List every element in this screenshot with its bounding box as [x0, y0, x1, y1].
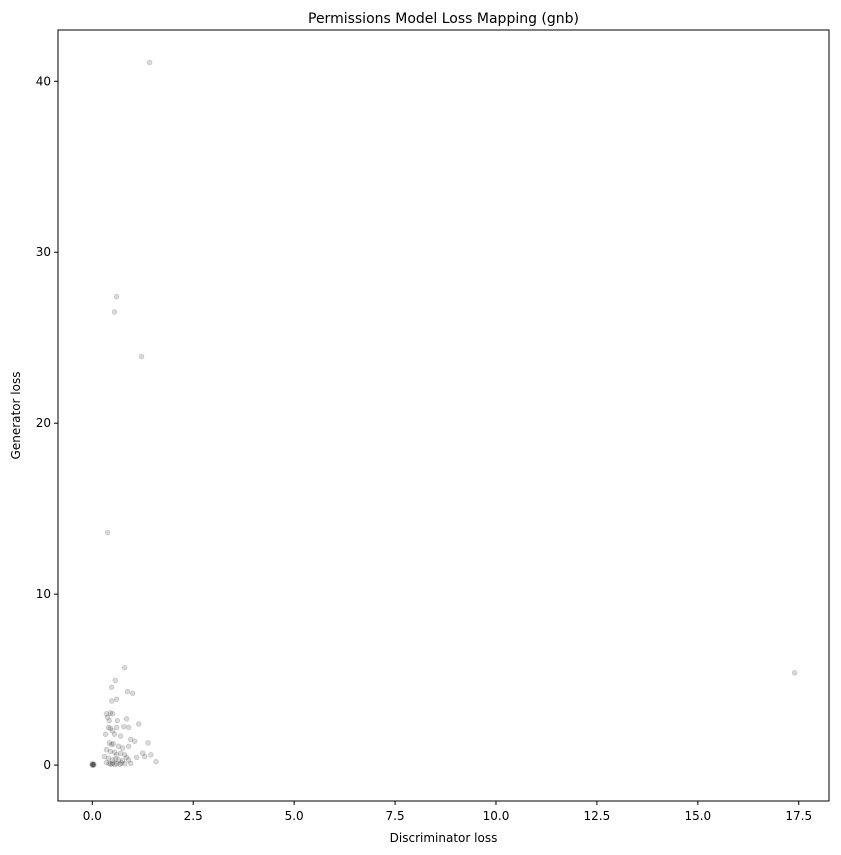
data-point-72 [89, 760, 96, 767]
data-point-5 [791, 669, 798, 676]
data-point-47 [148, 752, 154, 758]
y-tick-label-1: 10 [36, 587, 51, 601]
data-point-18 [114, 717, 121, 724]
y-axis-label: Generator loss [9, 372, 23, 460]
data-point-26 [125, 724, 132, 731]
data-point-62 [111, 761, 118, 768]
data-point-40 [107, 748, 114, 755]
y-tick-label-3: 30 [36, 245, 51, 259]
x-axis: 0.0 2.5 5.0 7.5 10.0 12.5 15.0 17.5 [83, 801, 812, 823]
data-point-64 [116, 761, 123, 768]
data-point-50 [105, 755, 112, 762]
data-point-69 [89, 761, 96, 768]
data-point-61 [109, 760, 116, 767]
data-point-13 [103, 711, 110, 717]
data-point-33 [108, 741, 115, 748]
data-point-0 [146, 59, 153, 66]
data-point-44 [121, 752, 128, 758]
x-axis-label: Discriminator loss [390, 831, 498, 845]
data-point-6 [121, 664, 128, 671]
data-point-53 [115, 757, 122, 763]
data-point-12 [108, 698, 115, 704]
data-point-39 [103, 746, 110, 753]
data-point-8 [108, 684, 115, 691]
data-point-23 [109, 728, 116, 734]
points-layer [89, 59, 798, 768]
data-point-68 [89, 762, 96, 768]
data-point-55 [125, 757, 132, 763]
data-point-25 [121, 723, 127, 730]
data-point-29 [117, 733, 124, 739]
data-point-20 [135, 721, 142, 727]
data-point-52 [112, 756, 119, 762]
x-tick-label-1: 2.5 [184, 809, 203, 823]
data-point-66 [121, 760, 128, 767]
data-point-21 [105, 724, 112, 731]
data-point-19 [123, 716, 130, 722]
y-tick-label-4: 40 [36, 74, 51, 88]
data-point-1 [113, 293, 120, 300]
data-point-7 [112, 677, 119, 684]
data-point-36 [119, 745, 126, 751]
data-point-27 [102, 731, 109, 738]
data-point-54 [119, 758, 126, 764]
y-tick-label-0: 0 [43, 758, 51, 772]
data-point-30 [127, 736, 134, 743]
data-point-22 [107, 725, 114, 732]
data-point-24 [113, 724, 120, 731]
data-point-57 [153, 758, 159, 765]
data-point-11 [113, 696, 120, 703]
data-point-9 [124, 688, 131, 695]
data-point-49 [101, 753, 108, 760]
data-point-67 [127, 760, 134, 767]
x-tick-label-2: 5.0 [285, 809, 304, 823]
data-point-58 [103, 759, 110, 766]
data-point-34 [110, 740, 117, 747]
data-point-70 [90, 761, 96, 768]
data-point-3 [138, 353, 145, 360]
data-point-59 [106, 760, 113, 767]
data-point-63 [113, 760, 120, 767]
data-point-42 [113, 752, 120, 758]
data-point-51 [109, 757, 116, 763]
y-axis: 0 10 20 30 40 [36, 74, 58, 772]
data-point-32 [106, 740, 113, 746]
data-point-71 [90, 762, 97, 768]
data-point-17 [106, 717, 113, 724]
data-point-43 [117, 750, 124, 756]
data-point-14 [107, 710, 114, 716]
data-point-4 [104, 529, 111, 536]
x-tick-label-0: 0.0 [83, 809, 102, 823]
plot-frame [57, 29, 830, 802]
data-point-41 [111, 749, 118, 756]
data-point-56 [133, 754, 140, 761]
data-point-48 [141, 753, 148, 760]
data-point-31 [131, 738, 138, 744]
data-point-46 [139, 750, 146, 756]
x-tick-label-7: 17.5 [785, 809, 812, 823]
data-point-45 [123, 754, 130, 761]
data-point-16 [104, 714, 111, 721]
data-point-65 [118, 760, 125, 766]
x-tick-label-5: 12.5 [584, 809, 611, 823]
data-point-35 [115, 743, 122, 750]
chart-title: Permissions Model Loss Mapping (gnb) [308, 11, 579, 27]
x-tick-label-6: 15.0 [684, 809, 711, 823]
data-point-2 [111, 309, 118, 315]
y-tick-label-2: 20 [36, 416, 51, 430]
data-point-60 [108, 761, 114, 768]
data-point-37 [125, 743, 132, 750]
data-point-15 [109, 711, 116, 717]
data-point-10 [129, 690, 136, 697]
data-point-38 [145, 740, 151, 746]
data-point-73 [91, 761, 97, 768]
x-tick-label-4: 10.0 [483, 809, 510, 823]
data-point-28 [111, 731, 118, 738]
x-tick-label-3: 7.5 [386, 809, 405, 823]
